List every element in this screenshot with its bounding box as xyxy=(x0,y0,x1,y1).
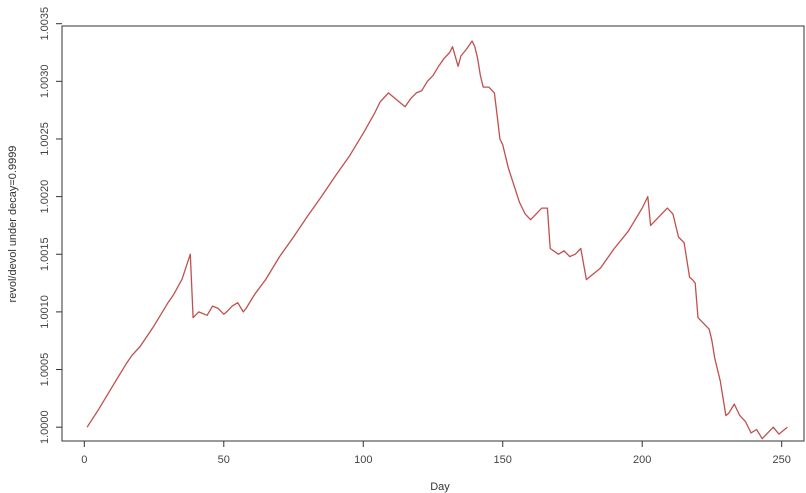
x-tick-label: 0 xyxy=(81,454,87,466)
x-axis-title: Day xyxy=(430,481,450,493)
y-tick-label: 1.0020 xyxy=(39,180,51,214)
x-axis: 0 50 100 150 200 250 xyxy=(81,441,791,466)
y-axis-title: revol/devol under decay=0.9999 xyxy=(7,146,19,303)
series-layer xyxy=(86,40,788,440)
x-tick-label: 200 xyxy=(633,454,651,466)
plot-border xyxy=(61,25,805,442)
y-tick-label: 1.0025 xyxy=(39,122,51,156)
y-tick-label: 1.0030 xyxy=(39,65,51,99)
y-axis: 1.0000 1.0005 1.0010 1.0015 1.0020 1.0025 1.00… xyxy=(39,7,62,444)
x-tick-label: 100 xyxy=(354,454,372,466)
x-tick-label: 250 xyxy=(773,454,791,466)
series-line xyxy=(86,40,788,440)
x-tick-label: 50 xyxy=(218,454,230,466)
y-tick-label: 1.0005 xyxy=(39,353,51,387)
plot-frame xyxy=(61,25,805,442)
x-tick-label: 150 xyxy=(494,454,512,466)
y-tick-label: 1.0000 xyxy=(39,410,51,444)
y-tick-label: 1.0010 xyxy=(39,295,51,329)
y-tick-label: 1.0035 xyxy=(39,7,51,41)
y-tick-label: 1.0015 xyxy=(39,237,51,271)
